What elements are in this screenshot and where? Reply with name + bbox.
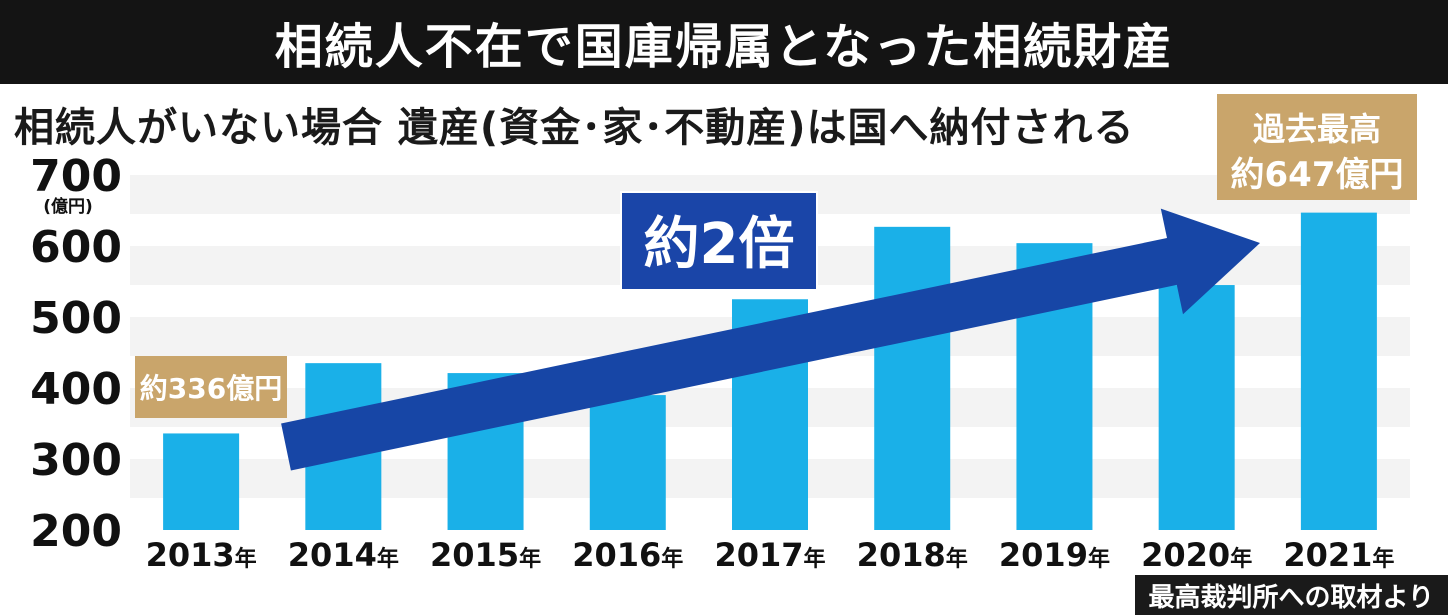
y-tick-label: 400 [30,364,122,415]
chart-subtitle: 相続人がいない場合 遺産(資金･家･不動産)は国へ納付される [14,105,1135,151]
y-tick-label: 700 [30,151,122,202]
first-value-box [135,356,287,418]
trend-arrow [281,208,1261,471]
bar-2021年 [1300,212,1377,530]
ratio-badge [620,191,818,291]
x-tick-label: 2020年 [1141,536,1252,574]
x-tick-label: 2021年 [1283,536,1394,574]
y-unit-label: (億円) [43,196,93,217]
chart-title: 相続人不在で国庫帰属となった相続財産 [0,0,1448,84]
source-caption: 最高裁判所への取材より [1134,575,1448,615]
y-tick-label: 600 [30,222,122,273]
bar-2018年 [874,226,951,530]
max-value-label: 約647億円 [1231,155,1404,195]
x-tick-label: 2017年 [714,536,825,574]
y-tick-label: 200 [30,506,122,557]
max-caption-label: 過去最高 [1253,110,1381,148]
y-tick-label: 300 [30,435,122,486]
ratio-label: 約2倍 [644,212,795,277]
bar-2020年 [1158,285,1235,530]
x-tick-label: 2016年 [572,536,683,574]
x-tick-label: 2015年 [430,536,541,574]
first-value-label: 約336億円 [140,372,282,405]
x-tick-label: 2013年 [146,536,257,574]
bar-2013年 [163,433,240,530]
x-tick-label: 2019年 [999,536,1110,574]
x-tick-label: 2014年 [288,536,399,574]
y-tick-label: 500 [30,293,122,344]
bar-2016年 [589,395,666,530]
x-tick-label: 2018年 [857,536,968,574]
max-value-box [1217,94,1417,200]
